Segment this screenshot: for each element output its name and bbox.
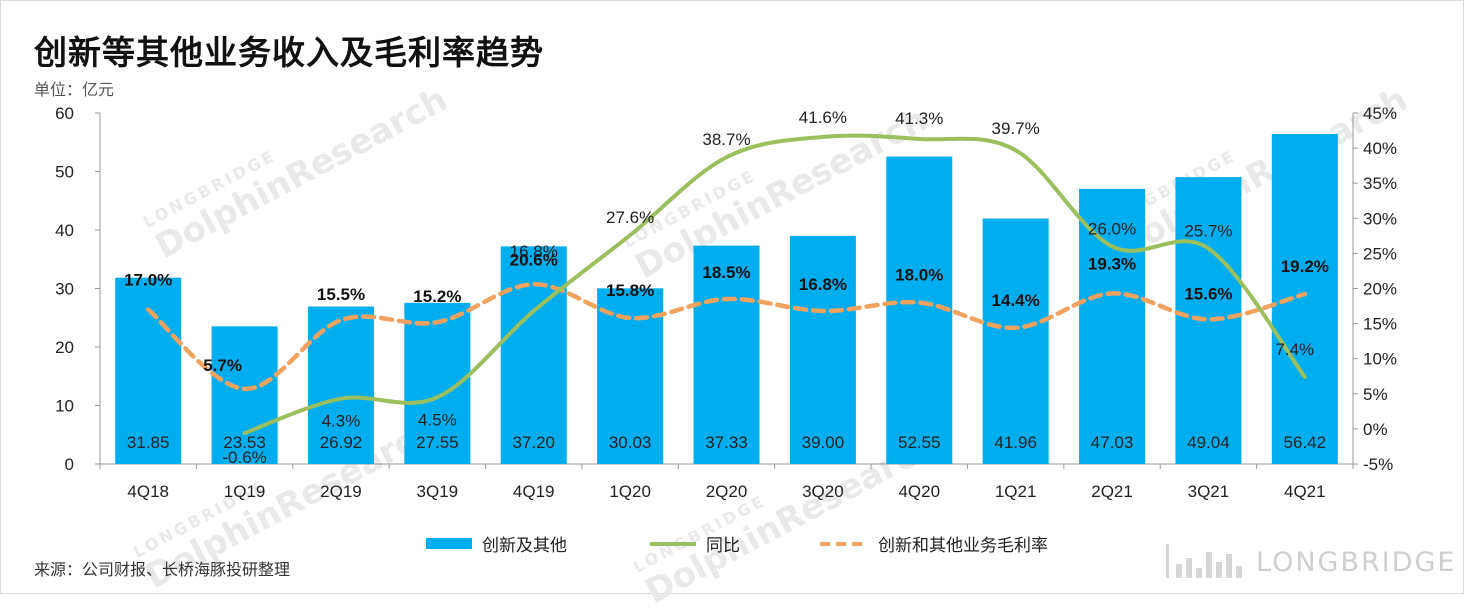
- y-left-tick-label: 60: [55, 104, 74, 123]
- bar-value-label: 26.92: [320, 433, 363, 452]
- bar-value-label: 27.55: [416, 433, 459, 452]
- yoy-value-label: 39.7%: [992, 119, 1040, 138]
- series-line-yoy: [242, 133, 1307, 436]
- yoy-value-label: -0.6%: [222, 448, 266, 467]
- margin-value-label: 14.4%: [992, 291, 1040, 310]
- y-right-tick-label: 30%: [1363, 209, 1397, 228]
- bar: [789, 235, 856, 464]
- x-tick-label: 2Q20: [706, 482, 748, 501]
- y-right-tick-label: 15%: [1363, 315, 1397, 334]
- bar: [1175, 177, 1242, 464]
- chart-title: 创新等其他业务收入及毛利率趋势: [34, 33, 544, 72]
- x-tick-label: 3Q21: [1188, 482, 1230, 501]
- y-left-tick-label: 10: [55, 397, 74, 416]
- bar-value-label: 37.33: [705, 433, 748, 452]
- x-tick-label: 4Q21: [1284, 482, 1326, 501]
- bar: [500, 246, 567, 464]
- y-right-tick-label: 40%: [1363, 139, 1397, 158]
- yoy-value-label: 7.4%: [1275, 340, 1314, 359]
- bar: [1271, 133, 1338, 464]
- y-right-tick-label: 0%: [1363, 420, 1388, 439]
- x-tick-label: 2Q19: [320, 482, 362, 501]
- unit-label: 单位：亿元: [34, 80, 115, 99]
- yoy-value-label: 38.7%: [702, 130, 750, 149]
- legend-label-yoy: 同比: [706, 536, 740, 556]
- yoy-value-label: 4.3%: [322, 412, 361, 431]
- margin-value-label: 16.8%: [799, 275, 847, 294]
- legend-item-yoy: 同比: [650, 531, 740, 556]
- legend-item-bar: 创新及其他: [426, 531, 567, 556]
- bar: [693, 245, 760, 464]
- bar-value-label: 47.03: [1091, 433, 1134, 452]
- y-left-tick-label: 0: [65, 455, 74, 474]
- bar-value-label: 49.04: [1187, 433, 1230, 452]
- margin-value-label: 18.0%: [895, 266, 943, 285]
- y-left-tick-label: 50: [55, 163, 74, 182]
- y-right-tick-label: 5%: [1363, 385, 1388, 404]
- legend-label-bar: 创新及其他: [482, 536, 567, 556]
- yoy-value-label: 41.6%: [799, 108, 847, 127]
- legend-item-margin: 创新和其他业务毛利率: [820, 531, 1048, 556]
- legend-swatch-yoy: [650, 541, 696, 546]
- x-tick-label: 4Q19: [513, 482, 555, 501]
- bar-value-label: 30.03: [609, 433, 652, 452]
- brand-wordmark: LONGBRIDGE: [1256, 547, 1457, 578]
- y-right-tick-label: 35%: [1363, 174, 1397, 193]
- y-right-tick-label: 10%: [1363, 350, 1397, 369]
- bar-value-label: 31.85: [127, 433, 170, 452]
- x-tick-label: 3Q20: [802, 482, 844, 501]
- series-line-margin: [145, 282, 1308, 392]
- x-tick-label: 2Q21: [1091, 482, 1133, 501]
- margin-value-label: 19.2%: [1281, 257, 1329, 276]
- x-tick-label: 4Q18: [127, 482, 169, 501]
- x-tick-label: 1Q21: [995, 482, 1037, 501]
- y-left-tick-label: 30: [55, 280, 74, 299]
- y-right-tick-label: -5%: [1363, 455, 1393, 474]
- legend-swatch-bar: [426, 538, 472, 549]
- bar: [886, 156, 953, 464]
- margin-value-label: 5.7%: [203, 356, 242, 375]
- bar: [211, 326, 278, 464]
- bar-value-label: 23.53: [223, 433, 266, 452]
- yoy-value-label: 25.7%: [1184, 221, 1232, 240]
- y-right-tick-label: 25%: [1363, 244, 1397, 263]
- brand-logo-icon: [1166, 544, 1242, 578]
- margin-value-label: 18.5%: [702, 263, 750, 282]
- margin-value-label: 15.8%: [606, 281, 654, 300]
- x-tick-label: 3Q19: [417, 482, 459, 501]
- chart: 0 10 20 30 40 50 60 -5% 0% 5% 10% 15% 20% 25% 30% 35% 40…: [55, 104, 1397, 501]
- bar-value-label: 52.55: [898, 433, 941, 452]
- margin-value-label: 15.5%: [317, 285, 365, 304]
- margin-value-label: 20.6%: [510, 250, 558, 269]
- margin-value-label: 15.6%: [1184, 284, 1232, 303]
- bar-value-label: 37.20: [512, 433, 555, 452]
- y-left-tick-label: 20: [55, 338, 74, 357]
- yoy-value-label: 41.3%: [895, 109, 943, 128]
- bar-value-label: 39.00: [802, 433, 845, 452]
- legend-swatch-margin: [820, 541, 868, 546]
- bar: [982, 218, 1049, 464]
- y-left-tick-label: 40: [55, 221, 74, 240]
- margin-value-label: 15.2%: [413, 287, 461, 306]
- source-note: 来源：公司财报、长桥海豚投研整理: [34, 560, 291, 579]
- y-right-tick-label: 45%: [1363, 104, 1397, 123]
- yoy-value-label: 27.6%: [606, 208, 654, 227]
- margin-value-label: 17.0%: [124, 271, 172, 290]
- margin-value-label: 19.3%: [1088, 254, 1136, 273]
- yoy-value-label: 26.0%: [1088, 219, 1136, 238]
- bar: [1079, 188, 1146, 464]
- bar-value-label: 41.96: [994, 433, 1037, 452]
- x-tick-label: 1Q19: [224, 482, 266, 501]
- x-tick-label: 4Q20: [898, 482, 940, 501]
- y-right-tick-label: 20%: [1363, 280, 1397, 299]
- yoy-value-label: 16.8%: [510, 242, 558, 261]
- legend-label-margin: 创新和其他业务毛利率: [878, 536, 1048, 556]
- bar-value-label: 56.42: [1284, 433, 1327, 452]
- x-tick-label: 1Q20: [609, 482, 651, 501]
- yoy-value-label: 4.5%: [418, 410, 457, 429]
